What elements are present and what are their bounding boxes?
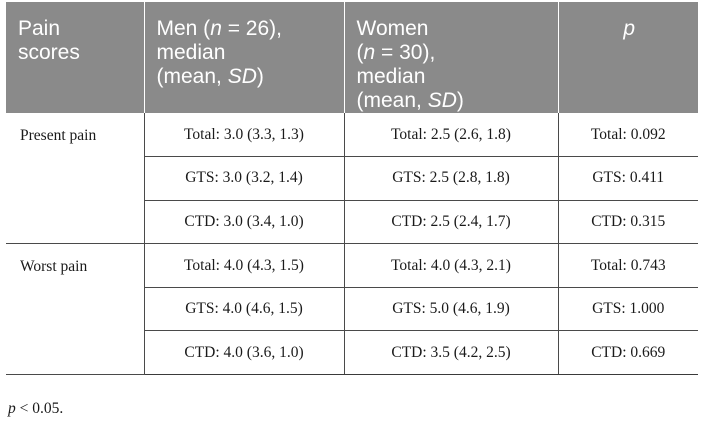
- cell-women: GTS: 2.5 (2.8, 1.8): [343, 156, 558, 201]
- header-pain-scores-line2: scores: [18, 41, 80, 64]
- table-row: CTD: 4.0 (3.6, 1.0) CTD: 3.5 (4.2, 2.5) …: [6, 330, 698, 376]
- header-men-sd-symbol: SD: [227, 65, 257, 88]
- cell-women: GTS: 5.0 (4.6, 1.9): [343, 287, 558, 332]
- cell-men: GTS: 4.0 (4.6, 1.5): [143, 287, 344, 332]
- header-men-text-d: (mean,: [156, 65, 228, 88]
- header-women-text-b: (: [356, 41, 364, 64]
- group-label-present-pain: Present pain: [6, 113, 144, 245]
- table-header: Pain scores Men (n = 26), median (mean, …: [6, 2, 698, 113]
- table-row: Present pain Total: 3.0 (3.3, 1.3) Total…: [6, 113, 698, 245]
- header-women-text-e: (mean,: [356, 89, 428, 112]
- header-men-text-a: Men (: [156, 17, 211, 40]
- header-women-text-d: median: [356, 65, 426, 88]
- cell-p: GTS: 1.000: [557, 287, 698, 332]
- header-women-text-c: = 30),: [375, 41, 436, 64]
- header-men-text-c: median: [156, 41, 226, 64]
- header-men-text-b: = 26),: [221, 17, 282, 40]
- group-label-worst-pain: Worst pain: [6, 243, 144, 376]
- cell-women: CTD: 2.5 (2.4, 1.7): [343, 200, 558, 245]
- cell-women: CTD: 3.5 (4.2, 2.5): [343, 330, 558, 376]
- header-women-sd-symbol: SD: [427, 89, 457, 112]
- header-pain-scores: Pain scores: [6, 2, 144, 113]
- header-row: Pain scores Men (n = 26), median (mean, …: [6, 2, 698, 113]
- cell-men: CTD: 4.0 (3.6, 1.0): [143, 330, 344, 376]
- header-p-value: p: [557, 2, 698, 113]
- table-row: CTD: 3.0 (3.4, 1.0) CTD: 2.5 (2.4, 1.7) …: [6, 200, 698, 245]
- table-row: GTS: 4.0 (4.6, 1.5) GTS: 5.0 (4.6, 1.9) …: [6, 287, 698, 332]
- cell-men: Total: 3.0 (3.3, 1.3): [143, 113, 344, 158]
- cell-men: GTS: 3.0 (3.2, 1.4): [143, 156, 344, 201]
- table-row: Worst pain Total: 4.0 (4.3, 1.5) Total: …: [6, 243, 698, 376]
- header-men-n-symbol: n: [210, 17, 222, 40]
- footnote-text: < 0.05.: [15, 400, 64, 417]
- cell-p: CTD: 0.315: [557, 200, 698, 245]
- cell-p: Total: 0.092: [557, 113, 698, 158]
- header-men-text-e: ): [256, 65, 264, 88]
- header-men: Men (n = 26), median (mean, SD): [143, 2, 344, 113]
- header-pain-scores-line1: Pain: [18, 17, 61, 40]
- table-footnote: p < 0.05.: [8, 400, 63, 418]
- cell-men: Total: 4.0 (4.3, 1.5): [143, 243, 344, 288]
- pain-scores-table: Pain scores Men (n = 26), median (mean, …: [6, 2, 698, 376]
- table-row: GTS: 3.0 (3.2, 1.4) GTS: 2.5 (2.8, 1.8) …: [6, 156, 698, 201]
- cell-women: Total: 2.5 (2.6, 1.8): [343, 113, 558, 158]
- footnote-p-symbol: p: [8, 400, 16, 417]
- header-women-text-a: Women: [356, 17, 429, 40]
- cell-p: CTD: 0.669: [557, 330, 698, 376]
- header-women: Women (n = 30), median (mean, SD): [343, 2, 558, 113]
- cell-men: CTD: 3.0 (3.4, 1.0): [143, 200, 344, 245]
- cell-p: GTS: 0.411: [557, 156, 698, 201]
- table-body: Present pain Total: 3.0 (3.3, 1.3) Total…: [6, 113, 698, 376]
- header-women-n-symbol: n: [363, 41, 376, 64]
- cell-women: Total: 4.0 (4.3, 2.1): [343, 243, 558, 288]
- cell-p: Total: 0.743: [557, 243, 698, 288]
- header-women-text-f: ): [456, 89, 464, 112]
